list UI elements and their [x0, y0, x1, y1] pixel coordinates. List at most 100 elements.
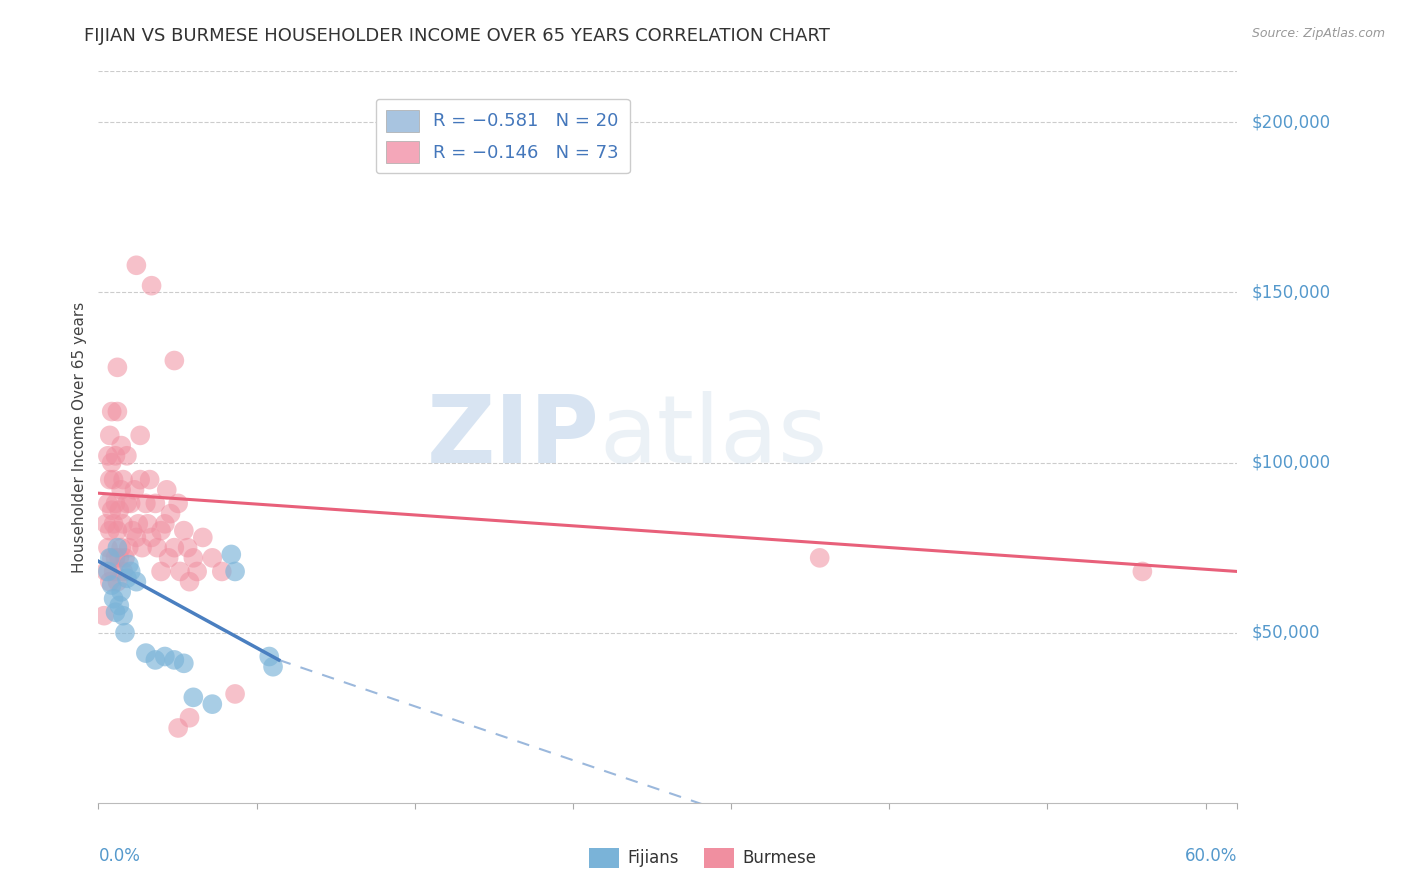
- Text: $200,000: $200,000: [1251, 113, 1330, 131]
- Point: [104, 605, 127, 619]
- Point: [224, 687, 246, 701]
- Text: 0.0%: 0.0%: [98, 847, 141, 864]
- Point: [125, 531, 148, 545]
- Point: [145, 496, 167, 510]
- Point: [118, 558, 141, 572]
- Point: [167, 496, 190, 510]
- Text: Source: ZipAtlas.com: Source: ZipAtlas.com: [1251, 27, 1385, 40]
- Point: [163, 653, 186, 667]
- Point: [97, 565, 120, 579]
- Point: [104, 449, 127, 463]
- Point: [107, 524, 129, 538]
- Point: [127, 516, 149, 531]
- Point: [262, 659, 284, 673]
- Point: [211, 565, 233, 579]
- Point: [97, 449, 120, 463]
- Point: [179, 711, 201, 725]
- Point: [179, 574, 201, 589]
- Point: [173, 657, 195, 671]
- Point: [115, 571, 138, 585]
- Point: [100, 550, 122, 565]
- Point: [191, 531, 214, 545]
- Point: [107, 574, 129, 589]
- Point: [112, 473, 135, 487]
- Point: [176, 541, 198, 555]
- Point: [94, 565, 117, 579]
- Point: [97, 541, 120, 555]
- Point: [157, 550, 180, 565]
- Point: [100, 456, 122, 470]
- Point: [129, 473, 152, 487]
- Point: [146, 541, 169, 555]
- Text: 60.0%: 60.0%: [1185, 847, 1237, 864]
- Point: [112, 516, 135, 531]
- Point: [1132, 565, 1154, 579]
- Point: [150, 565, 173, 579]
- Point: [98, 574, 121, 589]
- Point: [98, 428, 121, 442]
- Text: $100,000: $100,000: [1251, 454, 1330, 472]
- Point: [129, 428, 152, 442]
- Point: [173, 524, 195, 538]
- Point: [221, 548, 243, 562]
- Point: [138, 473, 160, 487]
- Point: [153, 649, 176, 664]
- Point: [183, 690, 205, 705]
- Point: [201, 697, 224, 711]
- Point: [108, 503, 131, 517]
- Point: [110, 483, 132, 497]
- Legend: R = −0.581   N = 20, R = −0.146   N = 73: R = −0.581 N = 20, R = −0.146 N = 73: [375, 99, 630, 173]
- Point: [156, 483, 179, 497]
- Point: [135, 646, 157, 660]
- Point: [112, 565, 135, 579]
- Point: [110, 585, 132, 599]
- Point: [125, 574, 148, 589]
- Point: [98, 524, 121, 538]
- Point: [107, 360, 129, 375]
- Point: [124, 483, 146, 497]
- Text: $50,000: $50,000: [1251, 624, 1320, 641]
- Point: [186, 565, 208, 579]
- Legend: Fijians, Burmese: Fijians, Burmese: [582, 841, 824, 875]
- Point: [163, 541, 186, 555]
- Point: [808, 550, 831, 565]
- Text: $150,000: $150,000: [1251, 284, 1330, 301]
- Point: [103, 565, 125, 579]
- Point: [150, 524, 173, 538]
- Point: [115, 496, 138, 510]
- Point: [120, 565, 142, 579]
- Point: [100, 404, 122, 418]
- Y-axis label: Householder Income Over 65 years: Householder Income Over 65 years: [72, 301, 87, 573]
- Point: [98, 473, 121, 487]
- Point: [112, 608, 135, 623]
- Point: [169, 565, 191, 579]
- Point: [131, 541, 153, 555]
- Text: ZIP: ZIP: [426, 391, 599, 483]
- Point: [103, 516, 125, 531]
- Point: [224, 565, 246, 579]
- Point: [104, 550, 127, 565]
- Point: [93, 608, 115, 623]
- Point: [103, 473, 125, 487]
- Point: [107, 541, 129, 555]
- Point: [118, 541, 141, 555]
- Point: [103, 591, 125, 606]
- Point: [141, 278, 163, 293]
- Point: [125, 258, 148, 272]
- Point: [120, 496, 142, 510]
- Point: [121, 524, 143, 538]
- Point: [108, 550, 131, 565]
- Point: [108, 599, 131, 613]
- Point: [98, 550, 121, 565]
- Point: [153, 516, 176, 531]
- Point: [114, 550, 136, 565]
- Point: [159, 507, 181, 521]
- Point: [163, 353, 186, 368]
- Text: FIJIAN VS BURMESE HOUSEHOLDER INCOME OVER 65 YEARS CORRELATION CHART: FIJIAN VS BURMESE HOUSEHOLDER INCOME OVE…: [84, 27, 830, 45]
- Point: [114, 625, 136, 640]
- Point: [141, 531, 163, 545]
- Point: [183, 550, 205, 565]
- Point: [259, 649, 281, 664]
- Point: [100, 578, 122, 592]
- Point: [135, 496, 157, 510]
